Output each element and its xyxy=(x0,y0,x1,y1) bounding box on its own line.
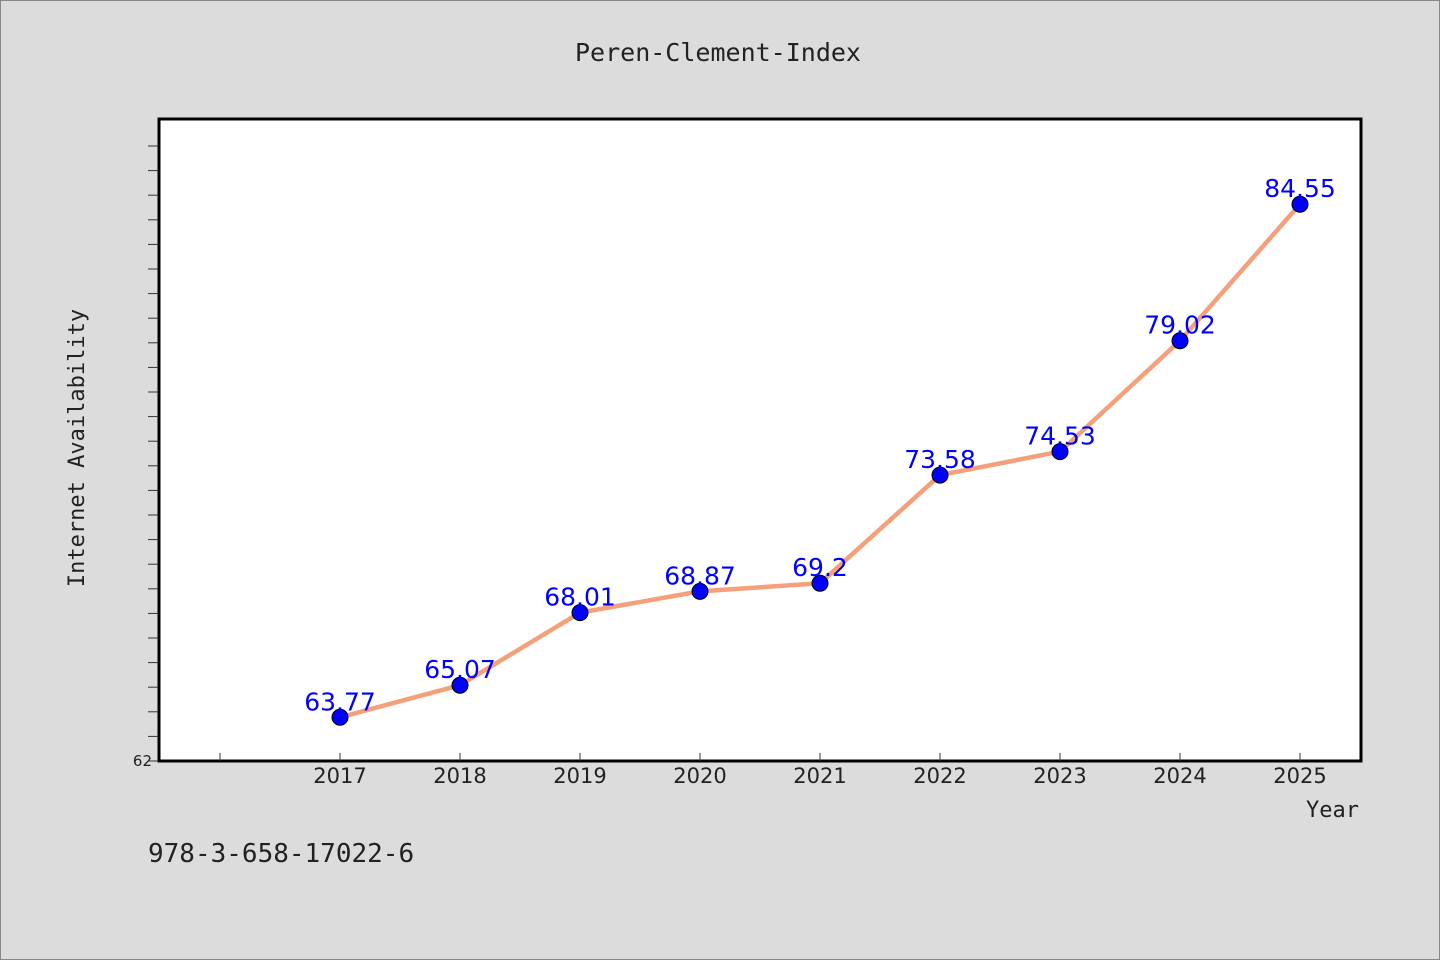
series-markers xyxy=(331,195,1309,726)
x-tick-labels: 2017 2018 2019 2020 2021 2022 2023 2024 2025 xyxy=(313,764,1326,788)
isbn-text: 978-3-658-17022-6 xyxy=(148,839,414,869)
x-axis-label: Year xyxy=(1306,798,1359,823)
chart-title: Peren-Clement-Index xyxy=(575,38,861,67)
data-point-marker xyxy=(451,676,469,694)
y-axis-ticks xyxy=(148,145,158,762)
x-tick-label: 2019 xyxy=(553,764,606,788)
data-label: 69.2 xyxy=(792,553,848,582)
x-tick-label: 2020 xyxy=(673,764,726,788)
data-label: 65.07 xyxy=(424,655,496,684)
data-label: 79.02 xyxy=(1144,311,1216,340)
data-point-marker xyxy=(931,466,949,484)
x-tick-label: 2024 xyxy=(1153,764,1206,788)
data-label: 68.87 xyxy=(664,561,736,590)
data-label: 84.55 xyxy=(1264,174,1336,203)
data-point-marker xyxy=(1171,332,1189,350)
x-tick-label: 2021 xyxy=(793,764,846,788)
data-point-marker xyxy=(331,708,349,726)
data-point-marker xyxy=(1291,195,1309,213)
x-tick-label: 2022 xyxy=(913,764,966,788)
data-label: 73.58 xyxy=(904,445,976,474)
x-axis-ticks xyxy=(219,753,1301,761)
data-label: 68.01 xyxy=(544,583,616,612)
plot-area xyxy=(157,117,1363,763)
data-point-marker xyxy=(811,574,829,592)
data-labels: 63.77 65.07 68.01 68.87 69.2 73.58 74.53 79.02 8… xyxy=(304,174,1336,716)
x-tick-label: 2023 xyxy=(1033,764,1086,788)
y-axis-label: Internet Availability xyxy=(65,309,90,587)
data-label: 74.53 xyxy=(1024,422,1096,451)
x-tick-label: 2018 xyxy=(433,764,486,788)
data-point-marker xyxy=(1051,443,1069,461)
y-tick-label: 62 xyxy=(133,752,152,770)
x-tick-label: 2017 xyxy=(313,764,366,788)
data-point-marker xyxy=(571,604,589,622)
data-point-marker xyxy=(691,582,709,600)
data-label: 63.77 xyxy=(304,687,376,716)
x-tick-label: 2025 xyxy=(1273,764,1326,788)
